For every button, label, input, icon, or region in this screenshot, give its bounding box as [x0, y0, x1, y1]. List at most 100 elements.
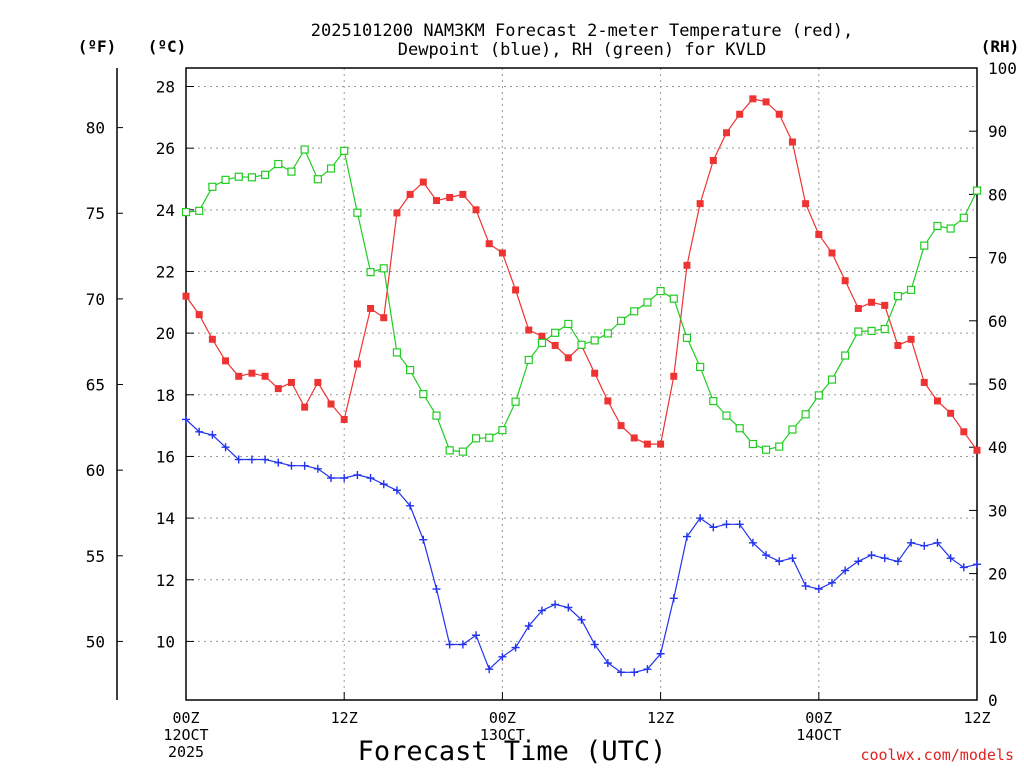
2-meter-temperature-point	[617, 422, 625, 430]
2-meter-temperature-point	[432, 197, 440, 205]
dewpoint-point	[208, 430, 217, 439]
dewpoint-point	[814, 585, 823, 594]
rh-tick-label: 70	[988, 249, 1007, 268]
dewpoint-point	[432, 585, 441, 594]
rh-point	[577, 340, 586, 349]
dewpoint-point	[577, 615, 586, 624]
rh-point	[590, 336, 599, 345]
dewpoint-point	[419, 535, 428, 544]
rh-point	[432, 411, 441, 420]
dewpoint-point	[379, 480, 388, 489]
rh-point	[274, 159, 283, 169]
x-tick-label: 00Z	[805, 709, 832, 727]
2-meter-temperature-point	[485, 240, 493, 248]
celsius-tick-label: 10	[156, 632, 175, 651]
dewpoint-point	[524, 622, 533, 631]
dewpoint-point	[287, 461, 296, 470]
x-tick-label: 2025	[168, 743, 204, 761]
2-meter-temperature-point	[235, 372, 243, 380]
dewpoint-point	[827, 578, 836, 587]
rh-point	[445, 446, 454, 455]
dewpoint-point	[669, 594, 678, 603]
2-meter-temperature-point	[630, 434, 638, 442]
rh-point	[696, 362, 705, 372]
dewpoint-point	[458, 640, 467, 649]
dewpoint-point	[182, 415, 190, 424]
fahrenheit-tick-label: 65	[86, 376, 105, 395]
dewpoint-point	[564, 603, 573, 612]
2-meter-temperature-point	[512, 286, 520, 294]
dewpoint-point	[392, 486, 401, 495]
2-meter-temperature-point	[907, 335, 915, 343]
2-meter-temperature-point	[815, 230, 823, 238]
rh-point	[247, 173, 257, 182]
dewpoint-point	[551, 600, 560, 609]
rh-point	[801, 410, 810, 419]
rh-point	[854, 327, 863, 336]
2-meter-temperature-point	[301, 403, 309, 411]
2-meter-temperature-point	[393, 209, 401, 217]
2-meter-temperature-point	[419, 178, 427, 186]
rh-point	[471, 434, 481, 443]
rh-point	[616, 316, 626, 325]
rh-point	[906, 285, 916, 294]
dewpoint-point	[722, 520, 731, 529]
dewpoint-point	[511, 643, 520, 652]
2-meter-temperature-point	[947, 409, 955, 417]
2-meter-temperature-point	[498, 249, 506, 257]
dewpoint-point	[696, 514, 705, 523]
rh-point	[867, 326, 876, 336]
x-tick-label: 00Z	[172, 709, 199, 727]
rh-point	[841, 351, 850, 360]
chart-title-line-1: 2025101200 NAM3KM Forecast 2-meter Tempe…	[311, 21, 853, 41]
dewpoint-point	[973, 560, 981, 569]
2-meter-temperature-point	[208, 335, 216, 343]
dewpoint-point	[498, 652, 507, 661]
dewpoint-point	[709, 523, 718, 532]
rh-tick-label: 40	[988, 438, 1007, 457]
2-meter-temperature-point	[736, 110, 744, 118]
dewpoint-point	[445, 640, 454, 649]
2-meter-temperature-point	[182, 292, 190, 300]
fahrenheit-tick-label: 55	[86, 547, 105, 566]
celsius-tick-label: 12	[156, 571, 175, 590]
dewpoint-point	[643, 665, 652, 674]
watermark-text: coolwx.com/models	[860, 746, 1014, 764]
rh-point	[709, 396, 718, 406]
rh-point	[379, 264, 388, 273]
rh-tick-label: 0	[988, 691, 998, 710]
dewpoint-point	[353, 470, 362, 479]
rh-point	[827, 375, 837, 384]
dewpoint-point	[261, 455, 270, 464]
rh-axis-unit-label: (RH)	[981, 37, 1020, 56]
2-meter-temperature-point	[841, 277, 849, 285]
dewpoint-point	[590, 640, 599, 649]
celsius-tick-label: 24	[156, 201, 175, 220]
rh-point	[406, 365, 415, 375]
fahrenheit-tick-label: 70	[86, 290, 105, 309]
fahrenheit-axis-unit-label: (ºF)	[78, 37, 117, 56]
2-meter-temperature-point	[367, 304, 375, 312]
2-meter-temperature-point	[643, 440, 651, 448]
2-meter-temperature-point	[248, 369, 256, 377]
rh-point	[326, 164, 336, 173]
2-meter-temperature-point	[973, 446, 981, 454]
dewpoint-point	[880, 554, 889, 563]
rh-point	[511, 397, 520, 406]
dewpoint-point	[221, 443, 230, 452]
dewpoint-point	[327, 474, 336, 483]
2-meter-temperature-point	[881, 301, 889, 309]
celsius-axis-unit-label: (ºC)	[148, 37, 187, 56]
2-meter-temperature-point	[551, 341, 559, 349]
dewpoint-point	[630, 668, 639, 677]
dewpoint-point	[406, 501, 415, 510]
rh-point	[669, 294, 678, 303]
rh-point	[340, 146, 349, 155]
dewpoint-point	[867, 551, 876, 560]
dewpoint-point	[775, 557, 784, 566]
celsius-tick-label: 14	[156, 509, 175, 528]
rh-point	[485, 433, 494, 442]
rh-point	[195, 206, 204, 215]
2-meter-temperature-point	[314, 378, 322, 386]
